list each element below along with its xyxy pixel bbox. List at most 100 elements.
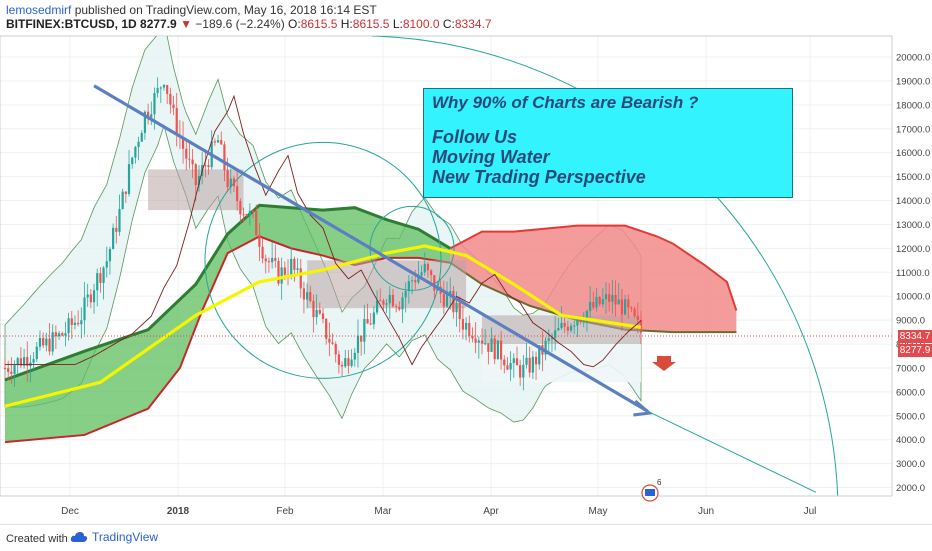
x-tick-label: Dec (61, 506, 79, 517)
candle-down (480, 340, 484, 344)
candle-up (547, 338, 550, 341)
candle-up (156, 88, 159, 94)
open-label: O: (288, 17, 301, 31)
candle-up (108, 249, 112, 262)
candle-up (102, 267, 105, 283)
candle-up (83, 297, 86, 321)
x-tick-label: Jun (698, 506, 714, 517)
candle-down (395, 306, 398, 308)
candle-up (153, 93, 156, 115)
candle-down (232, 178, 236, 187)
candle-up (306, 292, 309, 300)
candle-up (38, 337, 42, 347)
y-tick-label: 14000.0 (896, 196, 930, 207)
lagging-line (5, 94, 642, 368)
author-link[interactable]: lemosedmirf (6, 3, 72, 17)
y-tick-label: 18000.0 (896, 100, 930, 111)
candle-down (299, 268, 302, 289)
candle-down (89, 294, 92, 303)
candle-up (538, 345, 541, 365)
candle-up (569, 325, 573, 331)
y-tick-label: 6000.0 (896, 387, 925, 398)
candle-down (115, 227, 118, 232)
candle-up (280, 267, 283, 284)
trendline-drawing[interactable] (93, 84, 817, 493)
candle-down (185, 148, 188, 159)
annotation-line-2: Moving Water (432, 147, 550, 167)
candle-up (35, 346, 38, 360)
candle-down (321, 313, 325, 319)
trendline-arrowhead (633, 399, 653, 417)
y-tick-label: 16000.0 (896, 148, 930, 159)
candle-down (283, 267, 286, 275)
y-tick-label: 4000.0 (896, 435, 925, 446)
candle-down (461, 318, 465, 330)
candle-down (169, 93, 172, 105)
candle-up (73, 322, 77, 325)
tradingview-logo[interactable]: TradingView (70, 530, 158, 544)
candle-down (124, 191, 127, 194)
candle-up (449, 290, 452, 295)
y-tick-label: 17000.0 (896, 124, 930, 135)
annotation-box[interactable]: Why 90% of Charts are Bearish ? Follow U… (423, 88, 793, 198)
candle-down (194, 164, 197, 186)
candle-down (414, 280, 417, 283)
price-chart[interactable]: 20000.0 19000.0 18000.0 17000.0 16000.0 15000… (0, 0, 932, 524)
candle-up (92, 290, 96, 303)
candle-up (150, 114, 153, 118)
candle-up (86, 294, 89, 298)
candle-up (140, 132, 143, 142)
candle-up (315, 309, 318, 318)
candle-down (506, 365, 509, 370)
candle-down (337, 354, 340, 365)
y-tick-label: 11000.0 (896, 268, 930, 279)
candle-up (134, 146, 137, 158)
candle-down (442, 293, 445, 307)
annotation-line-1: Follow Us (432, 127, 517, 147)
candle-down (347, 358, 350, 366)
candle-up (350, 359, 353, 366)
moving-average-line (4, 244, 642, 408)
trendline (93, 84, 649, 413)
publish-info: lemosedmirf published on TradingView.com… (6, 3, 377, 17)
candle-down (528, 357, 531, 373)
publish-text: published on TradingView.com, May 16, 20… (74, 3, 377, 17)
candle-up (385, 303, 388, 305)
candle-up (617, 299, 620, 305)
down-arrow-icon: ▼ (180, 17, 192, 31)
candle-up (601, 299, 604, 305)
symbol-name[interactable]: BITFINEX:BTCUSD, 1D (6, 17, 137, 31)
candle-up (465, 322, 468, 330)
candle-down (382, 300, 385, 305)
cloud-icon (70, 532, 88, 542)
low-label: L: (392, 17, 403, 31)
candle-down (630, 307, 633, 309)
candle-up (57, 333, 61, 337)
candle-up (96, 273, 99, 291)
candle-up (248, 210, 251, 217)
y-tick-label: 5000.0 (896, 411, 925, 422)
candle-down (191, 159, 194, 165)
candle-down (172, 104, 175, 109)
open-value: 8615.5 (300, 17, 338, 31)
candle-up (127, 164, 131, 194)
candle-down (42, 337, 45, 346)
candle-down (236, 186, 239, 202)
candle-down (309, 292, 312, 302)
candle-down (188, 158, 191, 160)
candle-down (493, 338, 496, 360)
candle-up (45, 338, 48, 346)
candle-up (604, 294, 608, 300)
bear-cloud-edge (449, 224, 738, 311)
candle-down (534, 356, 538, 365)
x-tick-label: May (589, 506, 608, 517)
candle-up (105, 261, 108, 268)
x-tick-label: Feb (276, 506, 294, 517)
candle-down (369, 323, 372, 325)
y-tick-label: 9000.0 (896, 316, 925, 327)
candle-up (13, 365, 16, 374)
candle-down (592, 302, 595, 308)
candle-down (566, 326, 569, 331)
candle-down (360, 335, 363, 342)
candle-up (356, 335, 360, 353)
